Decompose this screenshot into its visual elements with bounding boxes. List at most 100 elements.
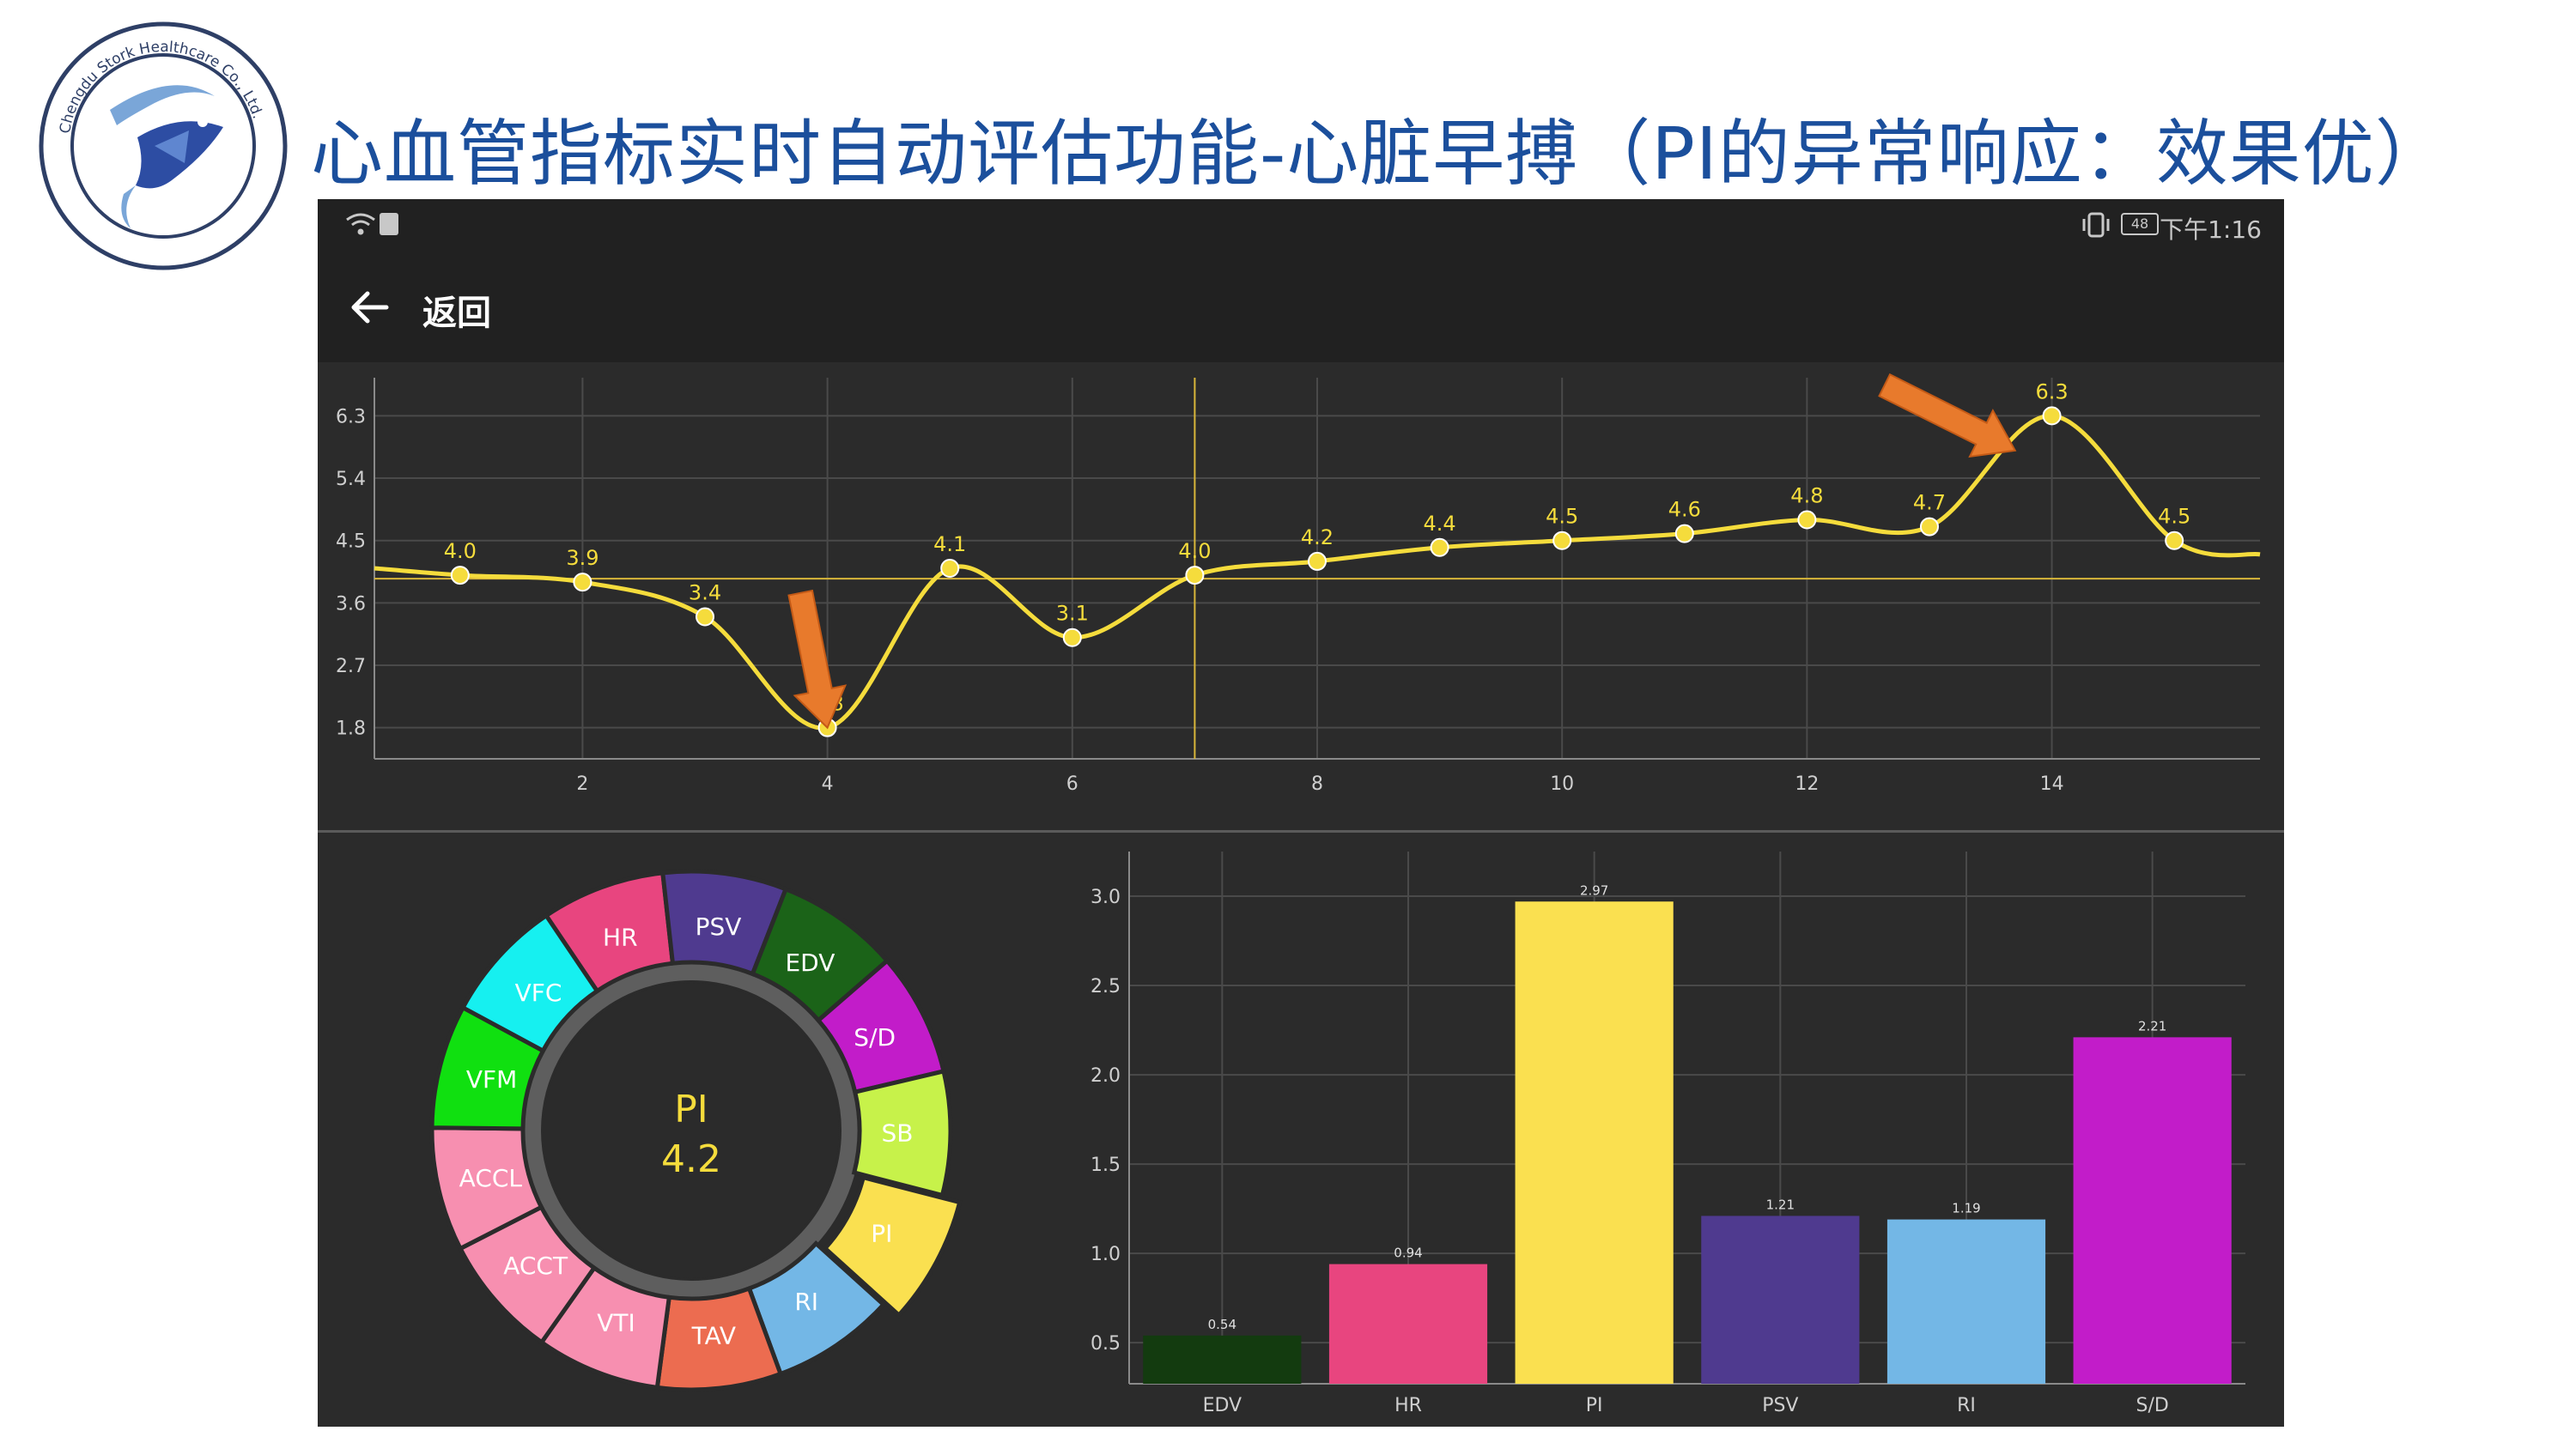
- donut-slice-label: RI: [794, 1288, 818, 1316]
- annotation-arrow: [1878, 373, 2017, 458]
- data-label: 4.5: [1546, 505, 1578, 529]
- app-bar: 返回: [318, 251, 2284, 362]
- donut-hole: [544, 983, 839, 1278]
- bar: [1515, 901, 1674, 1384]
- donut-slice-label: TAV: [691, 1322, 736, 1350]
- data-label: 3.4: [689, 581, 721, 605]
- wifi-icon: [346, 213, 375, 235]
- x-tick-label: S/D: [2136, 1395, 2169, 1416]
- donut-slice: [822, 1174, 963, 1319]
- panel-divider: [318, 830, 2284, 833]
- data-label: 4.6: [1668, 498, 1701, 522]
- data-point: [1797, 510, 1817, 530]
- x-tick-label: 2: [576, 773, 588, 795]
- bar-value-label: 1.21: [1766, 1197, 1795, 1212]
- y-tick-label: 1.8: [336, 718, 366, 740]
- x-tick-label: RI: [1957, 1395, 1976, 1416]
- data-label: 4.2: [1301, 525, 1334, 549]
- back-button[interactable]: 返回: [422, 294, 491, 333]
- data-point: [1430, 537, 1449, 557]
- donut-slice: [459, 912, 600, 1054]
- bar: [1701, 1216, 1860, 1384]
- donut-slice-label: VTI: [597, 1308, 635, 1337]
- data-point: [2042, 406, 2062, 426]
- x-tick-label: EDV: [1203, 1395, 1242, 1416]
- donut-slice-label: VFC: [515, 979, 562, 1007]
- bar-value-label: 1.19: [1952, 1201, 1980, 1216]
- index-bar-chart: 0.5 1.0 1.5 2.0 2.5 3.0 0.54 EDV 0.94 HR 2.97 PI 1.2…: [1091, 852, 2245, 1416]
- data-point: [1552, 530, 1572, 550]
- donut-slice-label: ACCL: [459, 1164, 523, 1192]
- bar: [2073, 1037, 2232, 1384]
- data-point: [573, 573, 592, 592]
- data-label: 4.0: [444, 539, 477, 563]
- bar-value-label: 2.97: [1580, 882, 1608, 898]
- donut-center-value: 4.2: [661, 1137, 721, 1181]
- status-time: 下午1:16: [2160, 215, 2262, 244]
- donut-slice-label: SB: [881, 1119, 913, 1148]
- battery-level: 48: [2130, 215, 2149, 232]
- donut-slice-label: ACCT: [503, 1252, 568, 1280]
- bar-value-label: 2.21: [2138, 1018, 2166, 1034]
- sim-icon: [380, 213, 398, 235]
- bar-value-label: 0.94: [1394, 1246, 1422, 1261]
- data-point: [1062, 627, 1082, 647]
- x-tick-label: 4: [822, 773, 834, 795]
- data-point: [1185, 566, 1205, 585]
- x-tick-label: PI: [1586, 1395, 1603, 1416]
- x-tick-label: 12: [1795, 773, 1819, 795]
- data-point: [1919, 517, 1939, 537]
- arrow-left-icon[interactable]: [347, 285, 392, 330]
- donut-inner-ring: [522, 961, 860, 1300]
- phone-screen: 48 下午1:16 返回 1.8 2.7 3.6 4.5 5.4 6.3 2 4 6 8 10 12 1…: [318, 199, 2284, 1427]
- data-label: 6.3: [2035, 379, 2068, 403]
- data-label: 4.1: [933, 532, 966, 556]
- x-tick-label: 6: [1066, 773, 1078, 795]
- data-label: 4.8: [1790, 483, 1823, 507]
- x-tick-label: HR: [1394, 1395, 1422, 1416]
- x-tick-label: PSV: [1762, 1395, 1798, 1416]
- data-label: 4.0: [1178, 539, 1211, 563]
- y-tick-label: 2.5: [1091, 976, 1121, 997]
- annotation-arrow: [787, 589, 848, 730]
- pi-trend-line-chart: 1.82.73.64.55.46.324681012144.03.93.41.8…: [336, 373, 2261, 795]
- donut-center-label: PI: [674, 1088, 708, 1131]
- status-bar: 48 下午1:16: [318, 199, 2284, 251]
- data-point: [940, 559, 960, 578]
- donut-slice-label: PI: [871, 1220, 892, 1248]
- y-tick-label: 2.0: [1091, 1065, 1121, 1087]
- data-point: [2165, 530, 2184, 550]
- x-tick-label: 14: [2040, 773, 2064, 795]
- slide-title: 心血管指标实时自动评估功能-心脏早搏（PI的异常响应：效果优）: [311, 112, 2448, 196]
- y-tick-label: 0.5: [1091, 1333, 1121, 1355]
- donut-slice-label: EDV: [785, 949, 835, 977]
- bar-value-label: 0.54: [1208, 1317, 1236, 1332]
- y-tick-label: 3.6: [336, 593, 366, 615]
- data-label: 4.4: [1424, 512, 1456, 536]
- data-point: [450, 566, 470, 585]
- y-tick-label: 6.3: [336, 406, 366, 427]
- data-point: [1308, 551, 1327, 571]
- x-tick-label: 10: [1550, 773, 1574, 795]
- donut-slice-label: VFM: [466, 1065, 517, 1094]
- y-tick-label: 5.4: [336, 469, 366, 490]
- data-label: 3.9: [566, 546, 598, 570]
- donut-slice-label: HR: [603, 924, 638, 952]
- data-label: 4.5: [2158, 505, 2190, 529]
- y-tick-label: 1.0: [1091, 1244, 1121, 1265]
- data-point: [696, 607, 715, 627]
- bar: [1886, 1219, 2046, 1384]
- donut-slice-label: S/D: [854, 1023, 896, 1052]
- battery-icon: 48: [2121, 213, 2159, 235]
- donut-slice: [851, 1068, 953, 1198]
- data-label: 4.7: [1913, 491, 1946, 515]
- y-tick-label: 3.0: [1091, 887, 1121, 908]
- data-label: 3.1: [1056, 602, 1089, 626]
- x-tick-label: 8: [1311, 773, 1323, 795]
- y-tick-label: 2.7: [336, 656, 366, 677]
- bar: [1143, 1335, 1302, 1384]
- donut-slice-label: PSV: [696, 912, 742, 941]
- bar: [1328, 1264, 1488, 1384]
- index-donut-chart: HR PSV EDV S/D SB PI RI TAV VTI ACCT ACCL VFM VFC PI 4…: [429, 869, 963, 1392]
- data-point: [1674, 524, 1694, 543]
